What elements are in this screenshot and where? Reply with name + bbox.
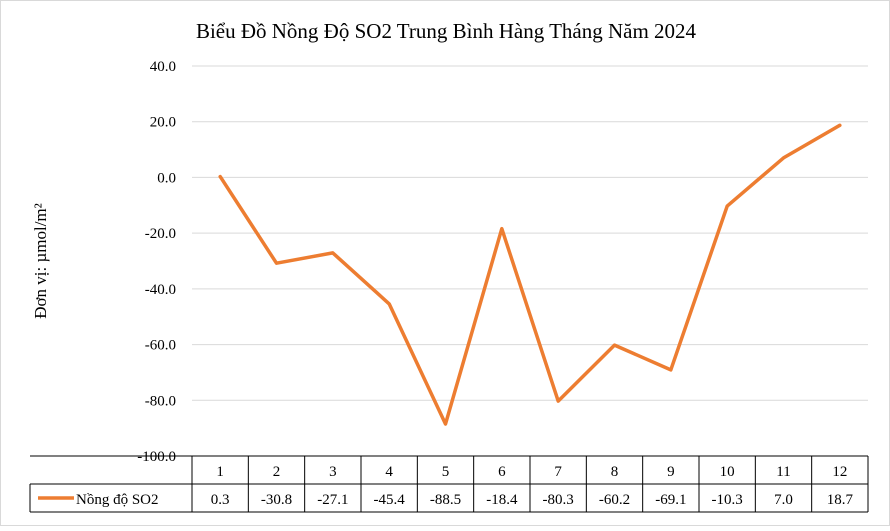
- data-value-label: -45.4: [374, 492, 406, 508]
- data-value-label: -30.8: [261, 492, 292, 508]
- y-tick-label: -60.0: [145, 338, 176, 354]
- x-category-label: 11: [776, 464, 790, 480]
- x-category-label: 9: [667, 464, 675, 480]
- x-category-label: 3: [329, 464, 337, 480]
- data-value-label: -69.1: [655, 492, 686, 508]
- x-category-label: 10: [720, 464, 735, 480]
- y-tick-label: -100.0: [137, 449, 176, 465]
- y-tick-label: 20.0: [150, 115, 176, 131]
- data-value-label: -27.1: [317, 492, 348, 508]
- data-value-label: 7.0: [774, 492, 793, 508]
- x-category-label: 8: [611, 464, 619, 480]
- y-axis-label: Đơn vị: µmol/m²: [31, 203, 50, 319]
- x-category-label: 7: [554, 464, 562, 480]
- y-tick-label: -20.0: [145, 226, 176, 242]
- data-value-label: 0.3: [211, 492, 230, 508]
- x-category-label: 12: [832, 464, 847, 480]
- series-name-label: Nồng độ SO2: [76, 492, 159, 508]
- data-value-label: -80.3: [543, 492, 574, 508]
- data-value-label: -60.2: [599, 492, 630, 508]
- data-value-label: -88.5: [430, 492, 461, 508]
- x-category-label: 4: [385, 464, 393, 480]
- chart-title: Biểu Đồ Nồng Độ SO2 Trung Bình Hàng Thán…: [196, 19, 697, 43]
- data-value-label: 18.7: [827, 492, 854, 508]
- data-value-label: -18.4: [486, 492, 518, 508]
- y-tick-label: -40.0: [145, 282, 176, 298]
- x-category-label: 1: [216, 464, 224, 480]
- x-category-label: 2: [273, 464, 281, 480]
- data-value-label: -10.3: [712, 492, 743, 508]
- y-tick-label: 0.0: [157, 170, 176, 186]
- y-tick-label: -80.0: [145, 393, 176, 409]
- y-tick-label: 40.0: [150, 59, 176, 75]
- x-category-label: 6: [498, 464, 506, 480]
- x-category-label: 5: [442, 464, 450, 480]
